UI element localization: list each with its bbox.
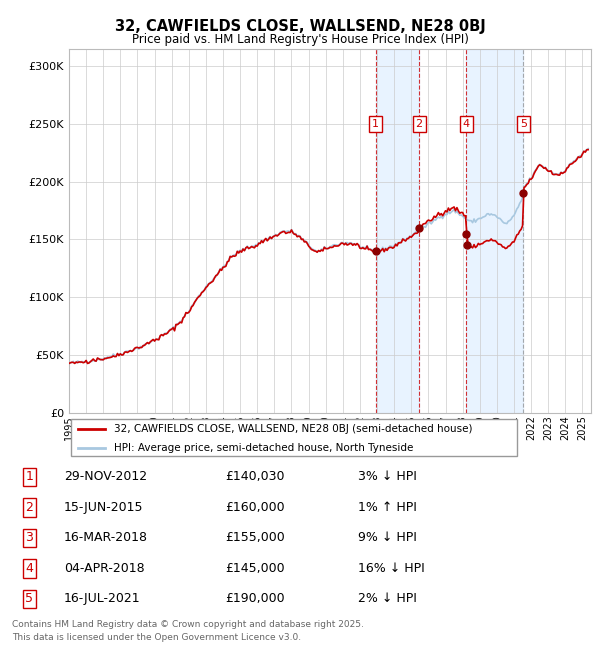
Text: 9% ↓ HPI: 9% ↓ HPI — [358, 532, 416, 545]
Text: £140,030: £140,030 — [225, 471, 284, 484]
Text: 16-JUL-2021: 16-JUL-2021 — [64, 593, 140, 606]
Bar — [466, 49, 523, 413]
Text: £145,000: £145,000 — [225, 562, 285, 575]
Text: 2% ↓ HPI: 2% ↓ HPI — [358, 593, 416, 606]
Text: HPI: Average price, semi-detached house, North Tyneside: HPI: Average price, semi-detached house,… — [114, 443, 413, 453]
Text: 04-APR-2018: 04-APR-2018 — [64, 562, 145, 575]
Text: 4: 4 — [25, 562, 33, 575]
Text: 4: 4 — [463, 119, 470, 129]
Text: 1: 1 — [25, 471, 33, 484]
Bar — [376, 49, 419, 413]
Text: 1% ↑ HPI: 1% ↑ HPI — [358, 500, 416, 514]
Text: £190,000: £190,000 — [225, 593, 285, 606]
Text: This data is licensed under the Open Government Licence v3.0.: This data is licensed under the Open Gov… — [12, 633, 301, 642]
Text: 3: 3 — [25, 532, 33, 545]
Text: £155,000: £155,000 — [225, 532, 285, 545]
Text: 2: 2 — [416, 119, 423, 129]
Text: 16-MAR-2018: 16-MAR-2018 — [64, 532, 148, 545]
Text: 16% ↓ HPI: 16% ↓ HPI — [358, 562, 424, 575]
Text: 32, CAWFIELDS CLOSE, WALLSEND, NE28 0BJ (semi-detached house): 32, CAWFIELDS CLOSE, WALLSEND, NE28 0BJ … — [114, 424, 473, 434]
Text: 29-NOV-2012: 29-NOV-2012 — [64, 471, 147, 484]
Text: £160,000: £160,000 — [225, 500, 285, 514]
Text: 3% ↓ HPI: 3% ↓ HPI — [358, 471, 416, 484]
Text: 2: 2 — [25, 500, 33, 514]
Text: Contains HM Land Registry data © Crown copyright and database right 2025.: Contains HM Land Registry data © Crown c… — [12, 620, 364, 629]
Text: 1: 1 — [372, 119, 379, 129]
Text: Price paid vs. HM Land Registry's House Price Index (HPI): Price paid vs. HM Land Registry's House … — [131, 32, 469, 46]
Text: 5: 5 — [25, 593, 33, 606]
Text: 32, CAWFIELDS CLOSE, WALLSEND, NE28 0BJ: 32, CAWFIELDS CLOSE, WALLSEND, NE28 0BJ — [115, 20, 485, 34]
Text: 15-JUN-2015: 15-JUN-2015 — [64, 500, 143, 514]
FancyBboxPatch shape — [71, 419, 517, 456]
Text: 5: 5 — [520, 119, 527, 129]
